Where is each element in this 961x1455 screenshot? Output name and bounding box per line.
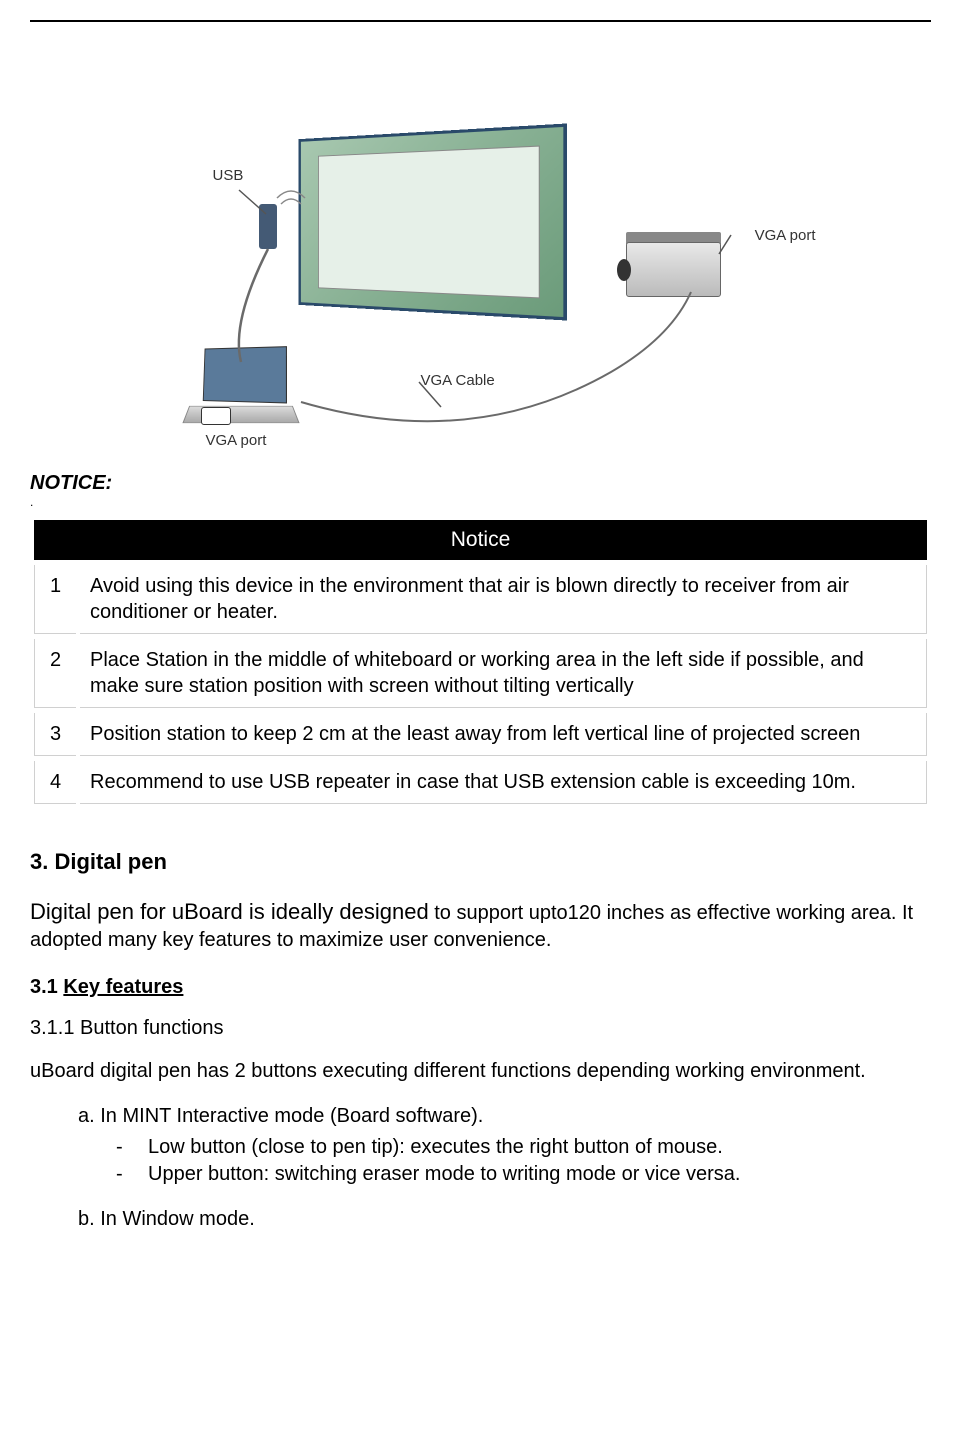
subsection-underline: Key features bbox=[63, 976, 183, 998]
notice-row-text: Recommend to use USB repeater in case th… bbox=[80, 761, 927, 804]
sub-text: Low button (close to pen tip): executes … bbox=[148, 1134, 723, 1161]
table-row: 3 Position station to keep 2 cm at the l… bbox=[34, 713, 927, 756]
list-sub-2: - Upper button: switching eraser mode to… bbox=[116, 1161, 931, 1188]
setup-diagram: USB VGA port VGA port VGA Cable bbox=[131, 112, 831, 442]
page-top-rule bbox=[30, 20, 931, 22]
label-vga-port-right: VGA port bbox=[755, 227, 816, 244]
list-item-a: a. In MINT Interactive mode (Board softw… bbox=[78, 1103, 931, 1130]
subsection-prefix: 3.1 bbox=[30, 976, 63, 998]
station-shape bbox=[259, 204, 277, 249]
notice-row-text: Avoid using this device in the environme… bbox=[80, 565, 927, 634]
label-vga-cable: VGA Cable bbox=[421, 372, 495, 389]
table-row: 1 Avoid using this device in the environ… bbox=[34, 565, 927, 634]
intro-big-part: Digital pen for uBoard is ideally design… bbox=[30, 899, 429, 924]
notice-row-text: Place Station in the middle of whiteboar… bbox=[80, 639, 927, 708]
notice-row-num: 1 bbox=[34, 565, 76, 634]
notice-row-text: Position station to keep 2 cm at the lea… bbox=[80, 713, 927, 756]
whiteboard-inner bbox=[317, 145, 540, 299]
function-list: a. In MINT Interactive mode (Board softw… bbox=[30, 1103, 931, 1233]
section-3-intro: Digital pen for uBoard is ideally design… bbox=[30, 897, 931, 954]
notice-dot: . bbox=[30, 495, 931, 509]
notice-row-num: 3 bbox=[34, 713, 76, 756]
notice-row-num: 4 bbox=[34, 761, 76, 804]
subsection-3-1: 3.1 Key features bbox=[30, 976, 931, 999]
notice-table-header: Notice bbox=[34, 520, 927, 560]
label-vga-port-left: VGA port bbox=[206, 432, 267, 449]
list-item-b: b. In Window mode. bbox=[78, 1206, 931, 1233]
table-row: 4 Recommend to use USB repeater in case … bbox=[34, 761, 927, 804]
dash-icon: - bbox=[116, 1134, 148, 1161]
sub-text: Upper button: switching eraser mode to w… bbox=[148, 1161, 741, 1188]
list-sub-1: - Low button (close to pen tip): execute… bbox=[116, 1134, 931, 1161]
notice-table: Notice 1 Avoid using this device in the … bbox=[30, 515, 931, 809]
subsubsection-3-1-1: 3.1.1 Button functions bbox=[30, 1017, 931, 1040]
list-item-a-sub: - Low button (close to pen tip): execute… bbox=[78, 1134, 931, 1188]
notice-heading: NOTICE: bbox=[30, 472, 931, 495]
laptop-vga-port-shape bbox=[201, 407, 231, 425]
projector-shape bbox=[626, 242, 721, 297]
button-functions-para: uBoard digital pen has 2 buttons executi… bbox=[30, 1058, 931, 1085]
notice-row-num: 2 bbox=[34, 639, 76, 708]
section-3-title: 3. Digital pen bbox=[30, 849, 931, 875]
dash-icon: - bbox=[116, 1161, 148, 1188]
label-usb: USB bbox=[213, 167, 244, 184]
table-row: 2 Place Station in the middle of whitebo… bbox=[34, 639, 927, 708]
whiteboard-shape bbox=[298, 123, 566, 320]
